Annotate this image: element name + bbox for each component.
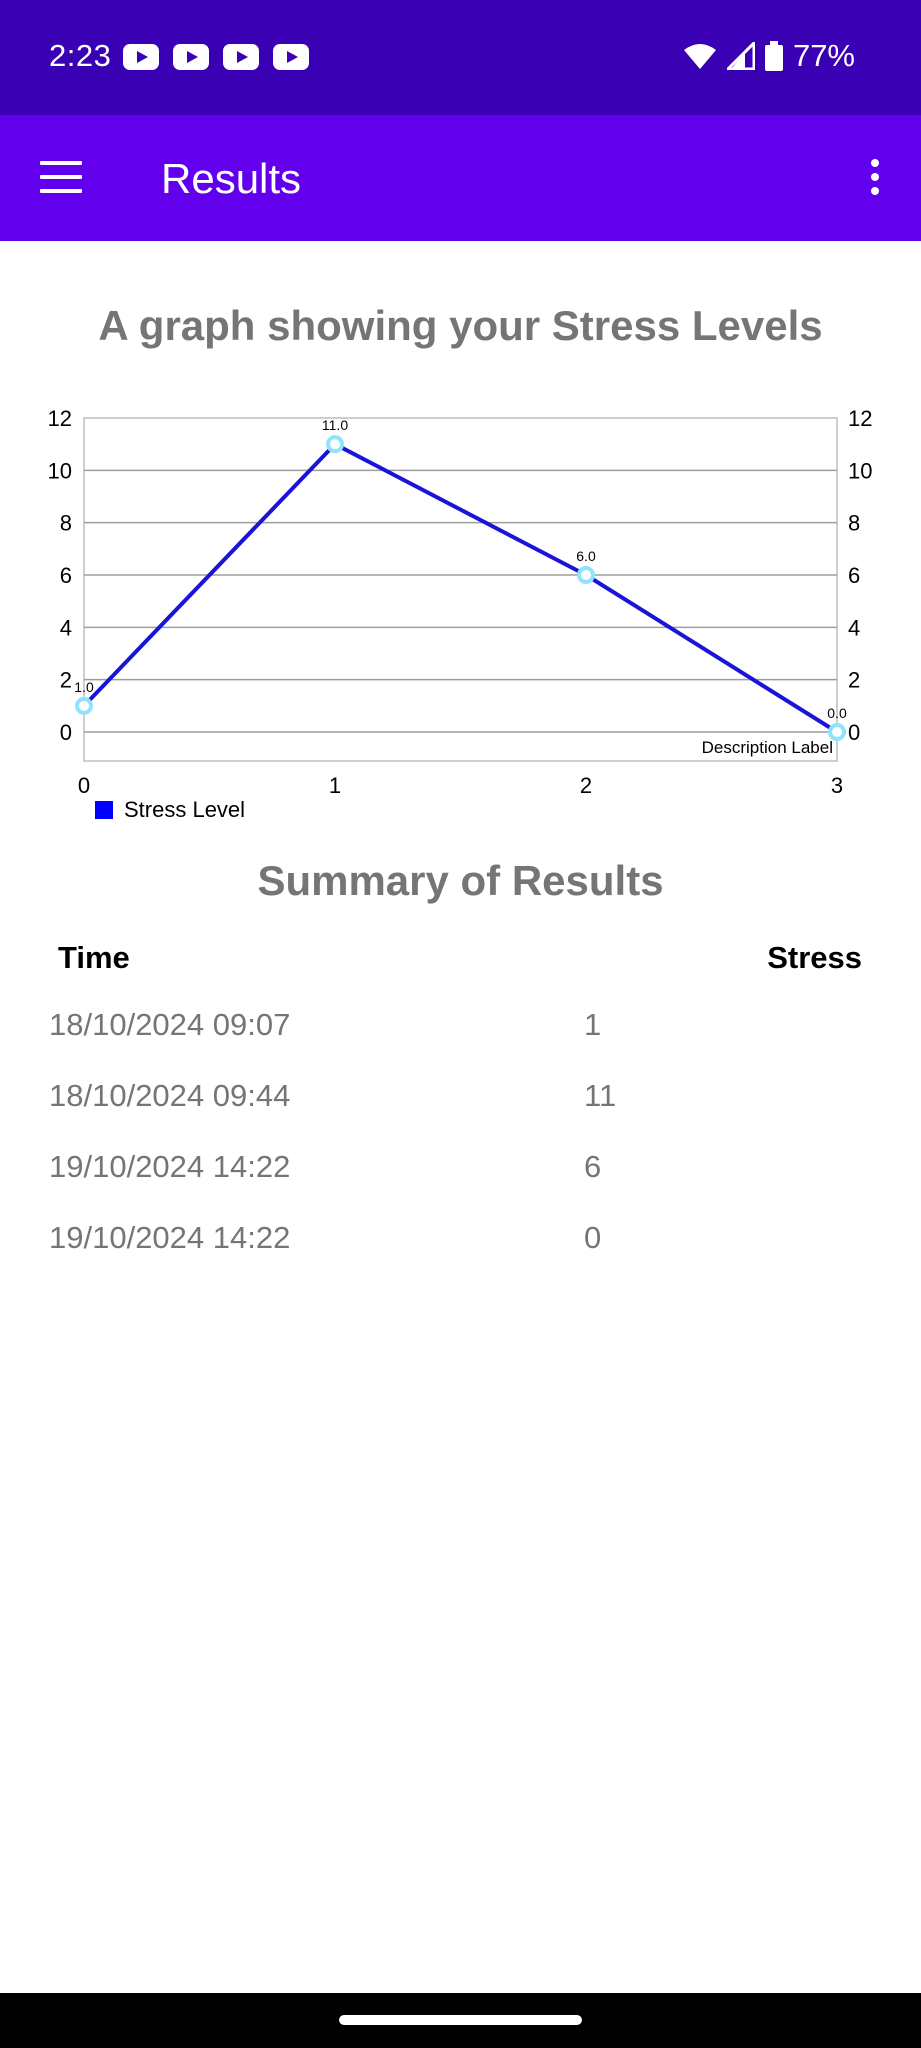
result-row: 18/10/2024 09:07 1 <box>0 1003 921 1074</box>
page-title: Results <box>161 155 302 202</box>
series-line <box>82 442 839 734</box>
y-tick-label-right: 0 <box>848 720 860 745</box>
result-time: 19/10/2024 14:22 <box>49 1220 291 1255</box>
result-time: 18/10/2024 09:07 <box>49 1007 291 1042</box>
data-point <box>577 566 595 584</box>
legend-label: Stress Level <box>124 797 245 822</box>
x-tick-label: 1 <box>329 773 341 798</box>
result-stress: 0 <box>584 1220 602 1255</box>
result-row: 18/10/2024 09:44 11 <box>0 1074 921 1145</box>
result-stress: 11 <box>584 1078 617 1113</box>
status-bar: 2:23 77% <box>0 0 921 115</box>
y-tick-label-left: 0 <box>60 720 72 745</box>
result-stress: 1 <box>584 1007 602 1042</box>
data-label: 11.0 <box>322 417 348 433</box>
description-label: Description Label <box>702 738 833 757</box>
result-stress: 6 <box>584 1149 602 1184</box>
data-point <box>326 435 344 454</box>
result-time: 19/10/2024 14:22 <box>49 1149 291 1184</box>
y-tick-label-right: 8 <box>848 511 860 536</box>
data-point <box>828 723 846 741</box>
youtube-icon <box>273 44 309 70</box>
data-label: 6.0 <box>576 548 596 564</box>
x-tick-label: 3 <box>831 773 843 798</box>
time-column-header: Time <box>58 940 130 975</box>
result-time: 18/10/2024 09:44 <box>49 1078 291 1113</box>
y-tick-label-right: 2 <box>848 668 860 693</box>
stress-chart: 0 0 2 2 4 4 6 6 8 8 10 10 12 12 0 1 2 3 Description Label 1… <box>0 395 921 835</box>
result-row: 19/10/2024 14:22 6 <box>0 1145 921 1216</box>
y-tick-label-right: 6 <box>848 563 860 588</box>
wifi-icon <box>683 44 716 69</box>
data-label: 1.0 <box>74 679 94 695</box>
stress-column-header: Stress <box>767 940 862 975</box>
app-bar: Results <box>0 115 921 241</box>
y-tick-label-left: 2 <box>60 668 72 693</box>
y-tick-label-right: 10 <box>848 458 872 483</box>
y-tick-label-right: 4 <box>848 615 860 640</box>
battery-percent: 77% <box>792 38 855 73</box>
plot-frame <box>83 417 838 762</box>
y-tick-label-left: 4 <box>60 615 72 640</box>
more-vertical-icon[interactable] <box>865 159 885 199</box>
system-navigation-bar <box>0 1993 921 2048</box>
status-indicators: 77% <box>683 38 855 74</box>
results-list: 18/10/2024 09:07 1 18/10/2024 09:44 11 1… <box>0 1003 921 1287</box>
data-point <box>75 696 93 715</box>
legend-swatch <box>95 801 113 819</box>
y-tick-label-left: 10 <box>48 458 72 483</box>
youtube-icon <box>173 44 209 70</box>
y-tick-label-left: 8 <box>60 511 72 536</box>
home-gesture-handle[interactable] <box>339 2015 582 2025</box>
y-tick-label-right: 12 <box>848 406 872 431</box>
y-tick-label-left: 12 <box>48 406 72 431</box>
youtube-icon <box>223 44 259 70</box>
summary-title: Summary of Results <box>257 857 664 904</box>
y-tick-label-left: 6 <box>60 563 72 588</box>
result-row: 19/10/2024 14:22 0 <box>0 1216 921 1287</box>
hamburger-menu-icon[interactable] <box>40 161 82 195</box>
notification-icons <box>123 44 309 70</box>
youtube-icon <box>123 44 159 70</box>
chart-heading: A graph showing your Stress Levels <box>98 302 823 349</box>
x-tick-label: 2 <box>580 773 592 798</box>
cell-signal-icon <box>726 42 755 70</box>
x-tick-label: 0 <box>78 773 90 798</box>
battery-icon <box>764 41 783 71</box>
status-time: 2:23 <box>49 38 112 73</box>
data-label: 0.0 <box>827 705 847 721</box>
